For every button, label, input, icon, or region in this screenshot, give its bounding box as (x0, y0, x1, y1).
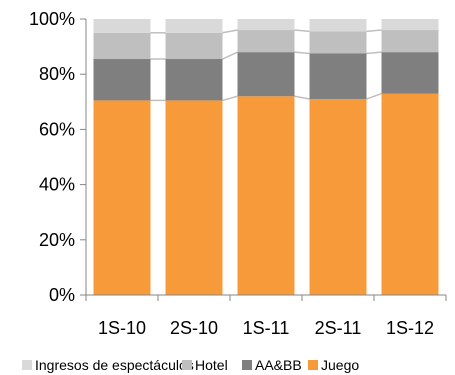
y-tick-label: 40% (39, 175, 75, 195)
legend-label-hotel: Hotel (195, 357, 228, 373)
bar-ingresos-de-espect-culos-1s-11 (237, 19, 295, 31)
bar-aa-bb-2s-11 (309, 53, 367, 100)
bars-group (93, 19, 439, 296)
connector-juego-3 (294, 95, 310, 100)
bar-ingresos-de-espect-culos-1s-12 (381, 19, 439, 31)
legend: Ingresos de espectáculos Hotel AA&BB Juego (22, 357, 359, 373)
bar-ingresos-de-espect-culos-2s-11 (309, 19, 367, 32)
bar-hotel-1s-10 (93, 32, 151, 60)
axes-group (85, 19, 446, 296)
bar-juego-1s-12 (381, 93, 439, 296)
legend-label-ingresos-de-espect-culos: Ingresos de espectáculos (35, 357, 194, 373)
legend-label-juego: Juego (321, 357, 359, 373)
x-tick-label-1s-12: 1S-12 (386, 318, 434, 338)
y-tick-label: 60% (39, 119, 75, 139)
legend-swatch-hotel (182, 360, 192, 370)
connector-aa-bb-4 (366, 51, 382, 55)
connector-hotel-2 (222, 29, 238, 34)
bar-ingresos-de-espect-culos-2s-10 (165, 19, 223, 33)
y-axis-ticks: 0% 20% 40% 60% 80% 100% (29, 9, 86, 305)
legend-swatch-aa-bb (242, 360, 252, 370)
y-tick-label: 0% (49, 285, 75, 305)
connector-hotel-3 (294, 29, 310, 33)
bar-juego-2s-10 (165, 100, 223, 295)
y-tick-label: 80% (39, 64, 75, 84)
legend-label-aa-bb: AA&BB (255, 357, 302, 373)
connector-aa-bb-2 (222, 51, 238, 60)
bar-aa-bb-1s-12 (381, 52, 439, 94)
bar-hotel-1s-11 (237, 30, 295, 53)
connector-aa-bb-3 (294, 51, 310, 55)
connector-juego-2 (222, 95, 238, 102)
y-tick-label: 20% (39, 230, 75, 250)
x-tick-label-2s-11: 2S-11 (315, 318, 362, 338)
bar-ingresos-de-espect-culos-1s-10 (93, 19, 151, 33)
x-tick-label-1s-11: 1S-11 (243, 318, 290, 338)
bar-juego-2s-11 (309, 99, 367, 295)
bar-hotel-1s-12 (381, 30, 439, 53)
bar-aa-bb-1s-11 (237, 52, 295, 97)
series-connector-lines (150, 29, 382, 102)
x-tick-label-1s-10: 1S-10 (98, 318, 146, 338)
bar-juego-1s-11 (237, 96, 295, 295)
legend-swatch-ingresos-de-espect-culos (22, 360, 32, 370)
x-axis-ticks: 1S-10 2S-10 1S-11 2S-11 1S-12 (85, 295, 447, 338)
x-tick-label-2s-10: 2S-10 (170, 318, 218, 338)
bar-aa-bb-1s-10 (93, 59, 151, 101)
connector-juego-4 (366, 92, 382, 100)
bar-hotel-2s-10 (165, 32, 223, 60)
y-tick-label: 100% (29, 9, 75, 29)
connector-hotel-4 (366, 29, 382, 33)
legend-swatch-juego (308, 360, 318, 370)
bar-aa-bb-2s-10 (165, 59, 223, 101)
bar-juego-1s-10 (93, 100, 151, 295)
bar-hotel-2s-11 (309, 31, 367, 54)
